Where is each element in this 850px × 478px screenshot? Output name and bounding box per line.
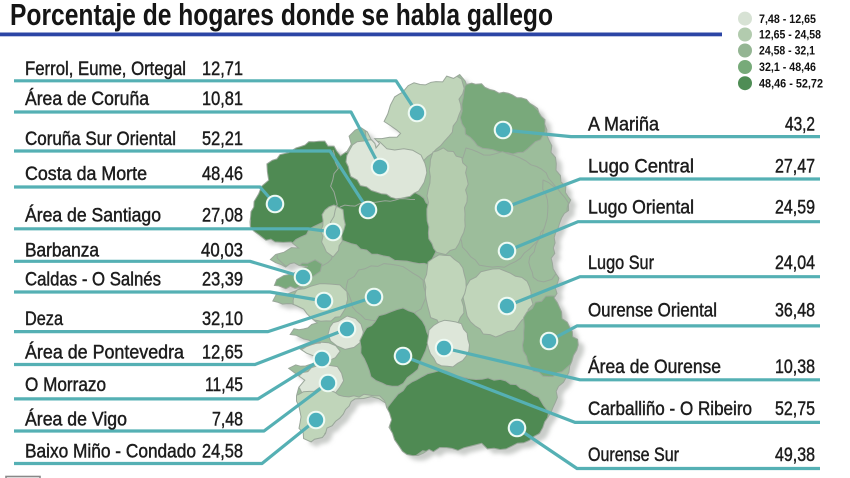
svg-text:32,10: 32,10 xyxy=(202,309,243,330)
svg-text:27,47: 27,47 xyxy=(775,157,815,178)
svg-text:Ferrol, Eume, Ortegal: Ferrol, Eume, Ortegal xyxy=(25,59,186,80)
svg-text:Ourense Oriental: Ourense Oriental xyxy=(588,301,717,322)
svg-text:48,46 - 52,72: 48,46 - 52,72 xyxy=(759,78,823,90)
svg-text:Barbanza: Barbanza xyxy=(25,241,99,262)
svg-text:11,45: 11,45 xyxy=(205,375,243,396)
svg-text:12,65: 12,65 xyxy=(202,343,243,364)
svg-text:12,71: 12,71 xyxy=(202,59,243,80)
svg-text:Área de Coruña: Área de Coruña xyxy=(25,89,149,110)
svg-text:Costa da Morte: Costa da Morte xyxy=(25,164,147,185)
svg-text:Coruña Sur Oriental: Coruña Sur Oriental xyxy=(25,129,176,150)
svg-text:Área de Santiago: Área de Santiago xyxy=(25,206,161,227)
svg-text:52,75: 52,75 xyxy=(775,399,815,420)
svg-text:7,48 - 12,65: 7,48 - 12,65 xyxy=(759,14,817,26)
svg-text:10,38: 10,38 xyxy=(775,357,815,378)
svg-text:Porcentaje de hogares donde se: Porcentaje de hogares donde se habla gal… xyxy=(10,0,553,32)
svg-text:23,39: 23,39 xyxy=(202,269,243,290)
svg-text:Lugo Central: Lugo Central xyxy=(588,157,694,178)
svg-text:32,1 - 48,46: 32,1 - 48,46 xyxy=(759,62,816,74)
svg-text:49,38: 49,38 xyxy=(775,445,815,466)
svg-text:Lugo Oriental: Lugo Oriental xyxy=(588,198,694,219)
svg-text:36,48: 36,48 xyxy=(775,301,815,322)
svg-text:Caldas - O Salnés: Caldas - O Salnés xyxy=(25,269,161,290)
svg-text:Área de Vigo: Área de Vigo xyxy=(25,410,127,431)
svg-text:24,59: 24,59 xyxy=(775,198,815,219)
svg-text:O Morrazo: O Morrazo xyxy=(25,375,106,396)
svg-text:48,46: 48,46 xyxy=(202,164,243,185)
svg-text:10,81: 10,81 xyxy=(202,89,243,110)
svg-text:Área de Ourense: Área de Ourense xyxy=(588,357,721,378)
svg-text:24,04: 24,04 xyxy=(775,253,815,274)
svg-text:Carballiño - O Ribeiro: Carballiño - O Ribeiro xyxy=(588,399,752,420)
svg-text:43,2: 43,2 xyxy=(785,115,815,136)
svg-text:A Mariña: A Mariña xyxy=(588,115,659,136)
svg-text:27,08: 27,08 xyxy=(202,206,243,227)
svg-text:40,03: 40,03 xyxy=(201,241,243,262)
svg-text:Lugo Sur: Lugo Sur xyxy=(588,253,655,274)
svg-text:24,58 - 32,1: 24,58 - 32,1 xyxy=(759,46,816,58)
svg-text:Ourense Sur: Ourense Sur xyxy=(588,445,680,466)
svg-text:12,65 - 24,58: 12,65 - 24,58 xyxy=(759,30,822,42)
svg-text:Baixo Miño - Condado: Baixo Miño - Condado xyxy=(25,441,196,462)
svg-text:Área de Pontevedra: Área de Pontevedra xyxy=(25,343,184,364)
svg-text:Deza: Deza xyxy=(25,309,63,330)
svg-text:52,21: 52,21 xyxy=(202,129,243,150)
svg-text:7,48: 7,48 xyxy=(212,410,243,431)
svg-text:24,58: 24,58 xyxy=(202,441,243,462)
